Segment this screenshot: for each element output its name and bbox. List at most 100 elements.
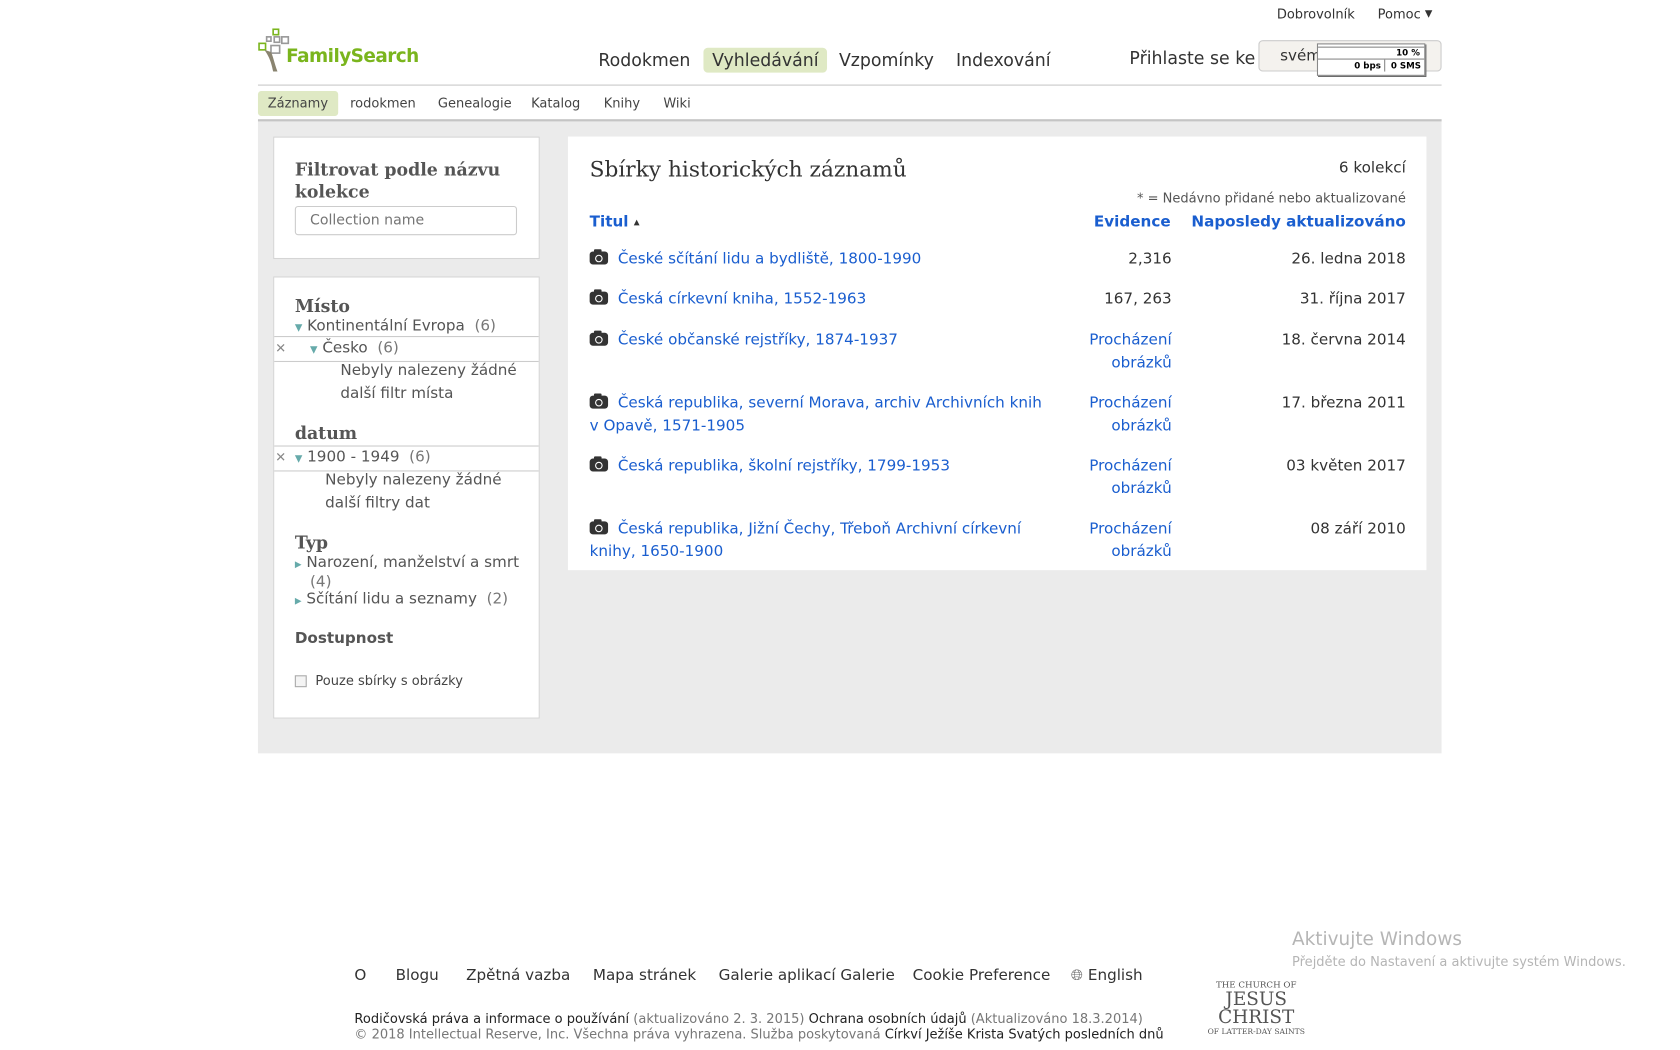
facet-label: Sčítání lidu a seznamy — [306, 590, 477, 609]
facet-date-range[interactable]: ▼ 1900 - 1949 (6) — [295, 449, 431, 466]
facet-count: (6) — [409, 448, 431, 467]
logo-text: FamilySearch — [286, 45, 419, 68]
remove-filter-icon[interactable]: ✕ — [275, 449, 287, 465]
facet-date-row: ✕ ▼ 1900 - 1949 (6) — [274, 445, 539, 472]
remove-filter-icon[interactable]: ✕ — [275, 340, 287, 356]
facet-place-title: Místo — [294, 295, 350, 317]
footer-link-cookies[interactable]: Cookie Preference — [912, 966, 1051, 985]
bps-readout: 0 bps — [1318, 59, 1386, 72]
triangle-right-icon: ▶ — [294, 559, 302, 570]
checkbox[interactable] — [294, 674, 307, 687]
nav-vyhledavani[interactable]: Vyhledávání — [703, 47, 828, 73]
facet-type-birth-marriage-death[interactable]: ▶ Narození, manželství a smrt (4) — [295, 554, 523, 592]
subnav-zaznamy[interactable]: Záznamy — [257, 91, 338, 116]
sort-by-title[interactable]: Titul ▲ — [590, 214, 640, 231]
footer-link-about[interactable]: O — [354, 966, 367, 985]
subnav-wiki[interactable]: Wiki — [663, 95, 691, 111]
images-only-checkbox[interactable]: Pouze sbírky s obrázky — [294, 673, 463, 689]
globe-icon: 🌐︎ — [1070, 966, 1084, 985]
collection-updated: 26. ledna 2018 — [1291, 250, 1406, 268]
camera-icon — [589, 456, 609, 472]
church-link[interactable]: Církví Ježíše Krista Svatých posledních … — [884, 1026, 1164, 1042]
nav-vzpominky[interactable]: Vzpomínky — [838, 49, 934, 71]
triangle-down-icon: ▼ — [309, 344, 318, 356]
collection-records[interactable]: Procházení obrázků — [1089, 331, 1172, 372]
facet-continental-europe[interactable]: ▼ Kontinentální Evropa (6) — [295, 318, 496, 335]
camera-icon — [589, 330, 609, 346]
volunteer-link[interactable]: Dobrovolník — [1276, 6, 1355, 22]
collection-title: Česká republika, Jižní Čechy, Třeboň Arc… — [589, 520, 1022, 561]
facet-count: (4) — [309, 573, 332, 591]
subnav-rodokmen[interactable]: rodokmen — [350, 95, 416, 111]
collection-updated: 08 září 2010 — [1310, 520, 1406, 538]
terms-link[interactable]: Rodičovská práva a informace o používání — [354, 1011, 630, 1027]
triangle-right-icon: ▶ — [294, 596, 302, 606]
church-logo[interactable]: THE CHURCH OF JESUS CHRIST OF LATTER-DAY… — [1187, 979, 1326, 1036]
footer-link-feedback[interactable]: Zpětná vazba — [466, 966, 571, 985]
collection-title-link[interactable]: Česká republika, Jižní Čechy, Třeboň Arc… — [589, 518, 1045, 564]
facet-cesko-row: ✕ ▼ Česko (6) — [274, 336, 539, 363]
sms-readout: 0 SMS — [1390, 60, 1421, 71]
camera-icon — [589, 289, 609, 305]
terms-updated: (aktualizováno 2. 3. 2015) — [633, 1011, 805, 1027]
column-title-label: Titul — [589, 213, 629, 231]
subnav-katalog[interactable]: Katalog — [531, 95, 581, 111]
copyright-text: © 2018 Intellectual Reserve, Inc. Všechn… — [354, 1026, 881, 1042]
collection-title: České občanské rejstříky, 1874-1937 — [617, 331, 898, 350]
church-logo-line1: THE CHURCH OF — [1215, 979, 1297, 990]
collection-title-link[interactable]: Česká republika, severní Morava, archiv … — [589, 392, 1045, 438]
header-divider — [257, 84, 1442, 86]
facet-type-census[interactable]: ▶ Sčítání lidu a seznamy (2) — [295, 591, 508, 608]
collection-records[interactable]: Procházení obrázků — [1089, 394, 1172, 435]
help-menu[interactable]: Pomoc ▼ — [1378, 7, 1433, 22]
collection-records[interactable]: Procházení obrázků — [1089, 520, 1172, 561]
facet-label: 1900 - 1949 — [307, 448, 400, 467]
no-date-filter-text: Nebyly nalezeny žádné další filtry dat — [325, 471, 502, 512]
language-selector[interactable]: 🌐︎ English — [1071, 967, 1143, 984]
facet-label: Kontinentální Evropa — [307, 317, 465, 335]
nav-rodokmen[interactable]: Rodokmen — [598, 49, 691, 71]
camera-icon — [589, 519, 609, 535]
sort-by-records[interactable]: Evidence — [1093, 213, 1171, 231]
signin-prompt: Přihlaste se ke — [1129, 47, 1256, 69]
familysearch-logo[interactable]: FamilySearch — [258, 28, 431, 74]
checkbox-label: Pouze sbírky s obrázky — [315, 673, 463, 689]
collection-records: 167, 263 — [1104, 290, 1172, 308]
footer-link-sitemap[interactable]: Mapa stránek — [592, 966, 697, 985]
collection-title-link[interactable]: Česká církevní kniha, 1552-1963 — [589, 288, 1045, 311]
collections-panel: Sbírky historických záznamů 6 kolekcí * … — [567, 136, 1427, 571]
network-monitor-widget: 10 % 0 bps 0 SMS — [1316, 43, 1426, 76]
caret-down-icon: ▼ — [1424, 8, 1433, 20]
collection-title: Česká republika, severní Morava, archiv … — [589, 394, 1042, 435]
help-label: Pomoc — [1377, 6, 1421, 22]
tree-logo-icon — [258, 28, 290, 72]
collection-updated: 03 květen 2017 — [1286, 457, 1406, 475]
facet-availability-title: Dostupnost — [294, 629, 394, 648]
privacy-link[interactable]: Ochrana osobních údajů — [808, 1011, 967, 1027]
nav-indexovani[interactable]: Indexování — [955, 49, 1051, 71]
collection-records[interactable]: Procházení obrázků — [1089, 457, 1172, 498]
collection-name-input[interactable] — [294, 205, 518, 236]
collection-count: 6 kolekcí — [1338, 159, 1406, 177]
subnav-knihy[interactable]: Knihy — [603, 95, 641, 111]
footer-link-app-gallery[interactable]: Galerie aplikací Galerie — [718, 966, 895, 985]
signin-button-label: svém — [1280, 47, 1322, 66]
facet-count: (6) — [474, 317, 496, 335]
percent-readout: 10 % — [1318, 48, 1425, 60]
sort-by-updated[interactable]: Naposledy aktualizováno — [1191, 213, 1406, 231]
facet-cesko[interactable]: ▼ Česko (6) — [310, 339, 399, 356]
recent-note: * = Nedávno přidané nebo aktualizované — [1136, 190, 1406, 206]
subnav-genealogie[interactable]: Genealogie — [437, 95, 512, 111]
collection-title-link[interactable]: České občanské rejstříky, 1874-1937 — [589, 330, 1045, 353]
facets-panel: Místo ▼ Kontinentální Evropa (6) ✕ ▼ Čes… — [273, 276, 540, 719]
camera-icon — [589, 393, 609, 409]
collection-title-link[interactable]: Česká republika, školní rejstříky, 1799-… — [589, 455, 1045, 478]
collection-filter-panel: Filtrovat podle názvu kolekce — [273, 136, 540, 260]
facet-count: (6) — [377, 339, 399, 357]
footer-link-blog[interactable]: Blogu — [395, 966, 439, 985]
facet-label: Narození, manželství a smrt — [306, 553, 520, 572]
collection-title-link[interactable]: České sčítání lidu a bydliště, 1800-1990 — [589, 248, 1045, 271]
facet-type-title: Typ — [294, 532, 329, 553]
triangle-down-icon: ▼ — [294, 323, 303, 334]
legal-line-2: © 2018 Intellectual Reserve, Inc. Všechn… — [354, 1026, 1163, 1041]
